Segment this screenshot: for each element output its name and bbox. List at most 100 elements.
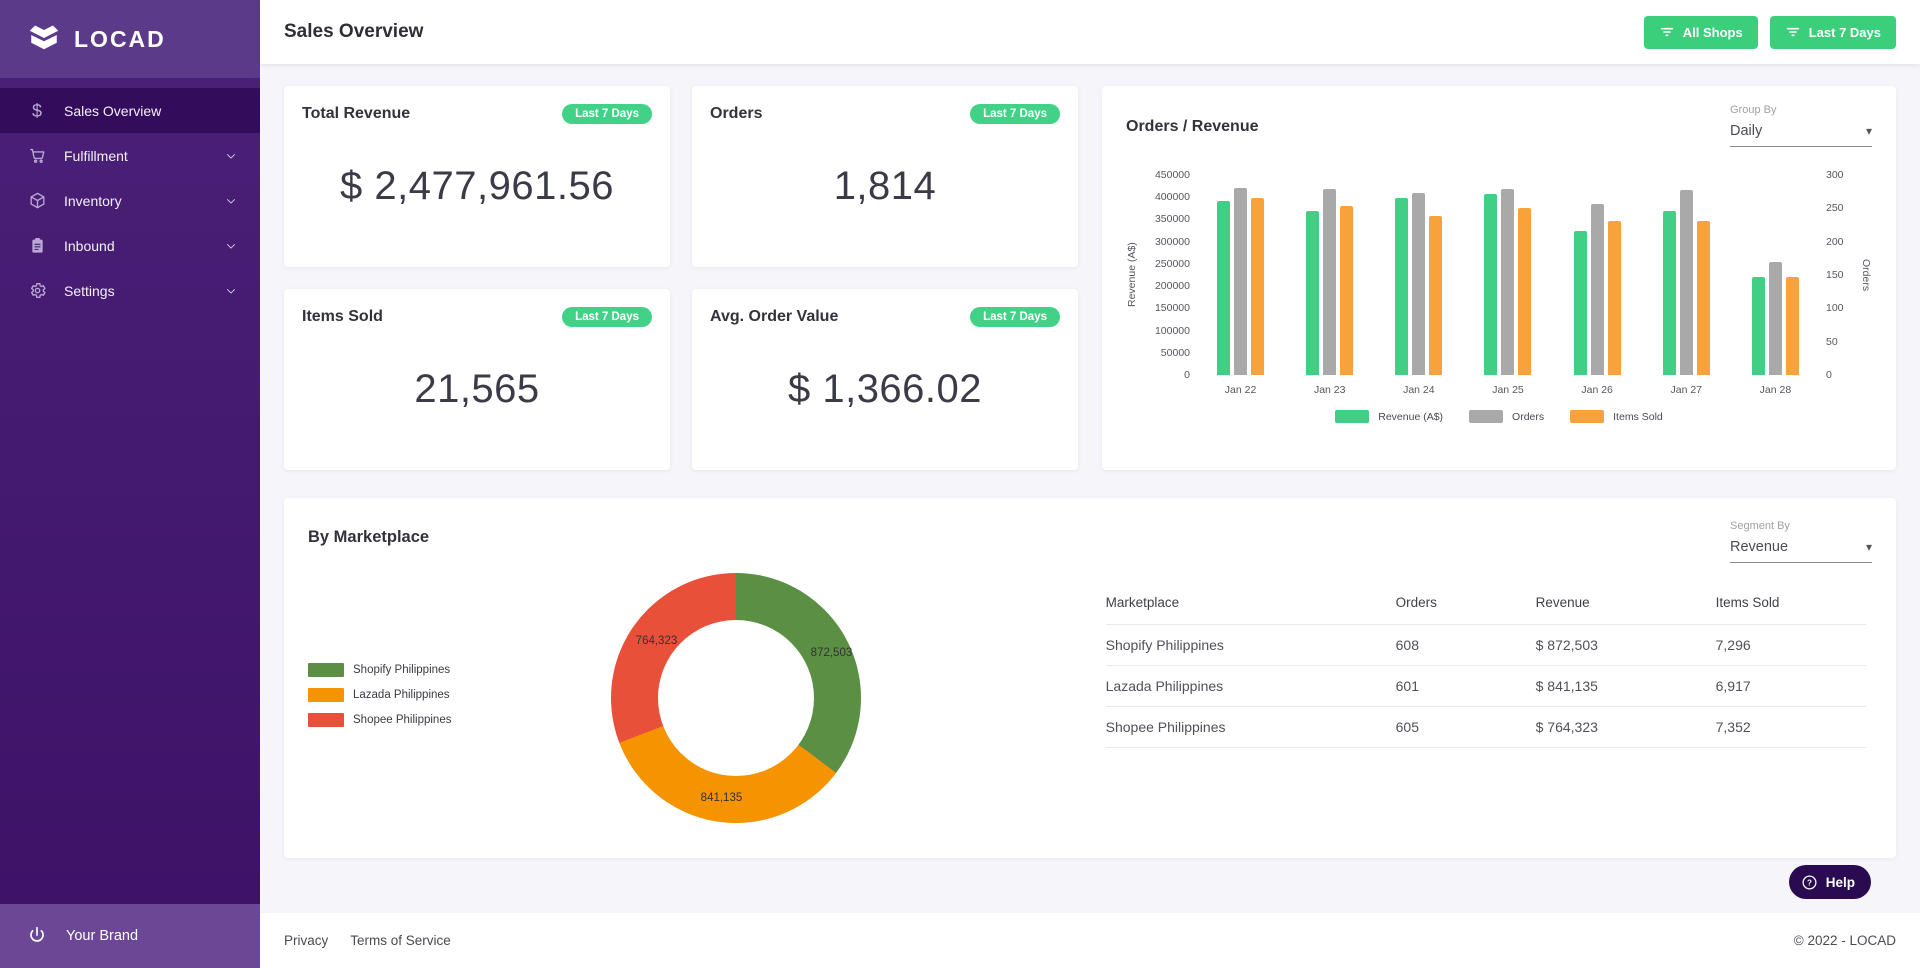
bar-group-jan-27: Jan 27 <box>1662 175 1710 396</box>
caret-down-icon: ▾ <box>1865 540 1872 554</box>
kpi-title: Orders <box>710 105 763 122</box>
legend-label: Shopify Philippines <box>353 664 451 676</box>
y-axis-left-label: Revenue (A$) <box>1126 242 1138 308</box>
segment-by-select[interactable]: Revenue ▾ <box>1730 539 1872 563</box>
chart-bar-items-sold-jan-24 <box>1429 215 1443 375</box>
segment-by-value: Revenue <box>1730 539 1789 555</box>
privacy-link[interactable]: Privacy <box>284 933 329 948</box>
sidebar-item-fulfillment[interactable]: Fulfillment <box>0 133 260 178</box>
svg-text:?: ? <box>1807 878 1812 887</box>
chevron-down-icon <box>224 284 238 298</box>
your-brand-label: Your Brand <box>66 928 139 944</box>
table-cell: 7,352 <box>1715 719 1751 735</box>
kpi-value: $ 2,477,961.56 <box>340 164 614 208</box>
group-by-select[interactable]: Daily ▾ <box>1730 123 1872 147</box>
legend-item-lazada-philippines[interactable]: Lazada Philippines <box>308 688 451 702</box>
table-cell: 7,296 <box>1715 637 1751 653</box>
donut-chart: 872,503 841,135 764,323 <box>611 573 862 823</box>
legend-item-orders[interactable]: Orders <box>1469 410 1544 423</box>
y-axis-right-ticks: 300 250 200 150 100 50 0 <box>1826 169 1844 381</box>
kpi-value: $ 1,366.02 <box>787 367 983 411</box>
bar-group-jan-25: Jan 25 <box>1484 175 1532 396</box>
table-header-cell: Revenue <box>1535 595 1590 610</box>
help-label: Help <box>1825 874 1855 890</box>
legend-item-shopee-philippines[interactable]: Shopee Philippines <box>308 713 451 727</box>
bar-group-jan-28: Jan 28 <box>1751 175 1799 396</box>
x-axis-label: Jan 24 <box>1403 384 1435 396</box>
bar-chart-legend: Revenue (A$) Orders Items Sold <box>1126 410 1872 423</box>
table-cell: $ 841,135 <box>1535 678 1598 694</box>
sidebar-item-label: Inbound <box>64 237 115 254</box>
chevron-down-icon <box>224 149 238 163</box>
sidebar-item-inbound[interactable]: Inbound <box>0 223 260 268</box>
question-circle-icon: ? <box>1802 874 1817 890</box>
segment-by-block: Segment By Revenue ▾ <box>1730 520 1872 563</box>
main-area: Sales Overview All Shops Last 7 Days <box>260 0 1920 968</box>
legend-swatch <box>308 663 344 677</box>
bar-plot: Jan 22 Jan 23 Jan 24 Jan 25 Jan 26 Jan 2… <box>1190 175 1826 396</box>
legend-label: Orders <box>1512 410 1545 423</box>
your-brand-button[interactable]: Your Brand <box>0 904 260 968</box>
chart-bar-orders-jan-28 <box>1768 262 1782 375</box>
cube-icon <box>26 191 48 210</box>
group-by-block: Group By Daily ▾ <box>1730 104 1872 147</box>
table-cell: 605 <box>1395 719 1419 735</box>
chart-bar-items-sold-jan-26 <box>1607 220 1621 375</box>
sidebar-item-sales-overview[interactable]: $ Sales Overview <box>0 88 260 133</box>
donut-value-label: 872,503 <box>810 647 853 659</box>
legend-item-shopify-philippines[interactable]: Shopify Philippines <box>308 663 451 677</box>
x-axis-label: Jan 26 <box>1581 384 1613 396</box>
kpi-card-total-revenue: Total Revenue Last 7 Days $ 2,477,961.56 <box>284 86 670 267</box>
donut-ring[interactable] <box>611 573 862 823</box>
legend-item-items-sold[interactable]: Items Sold <box>1570 410 1663 423</box>
chart-bar-revenue-a-jan-23 <box>1306 211 1320 375</box>
top-bar: Sales Overview All Shops Last 7 Days <box>260 0 1920 64</box>
orders-revenue-chart: Revenue (A$) 450000 400000 350000 300000 250… <box>1126 169 1872 396</box>
sidebar-item-settings[interactable]: Settings <box>0 268 260 313</box>
chart-bar-orders-jan-24 <box>1412 193 1426 375</box>
donut-area: Shopify Philippines Lazada Philippines S… <box>308 567 1106 823</box>
content: Total Revenue Last 7 Days $ 2,477,961.56… <box>260 64 1920 913</box>
kpi-card-items-sold: Items Sold Last 7 Days 21,565 <box>284 289 670 470</box>
last-7-days-filter-button[interactable]: Last 7 Days <box>1769 15 1896 49</box>
legend-swatch <box>1570 410 1605 423</box>
y-axis-left-ticks: 450000 400000 350000 300000 250000 200000 1500… <box>1154 169 1190 381</box>
y-axis-right-label: Orders <box>1860 258 1872 292</box>
kpi-title: Avg. Order Value <box>710 308 839 325</box>
kpi-title: Total Revenue <box>302 105 411 122</box>
kpi-period-badge: Last 7 Days <box>562 307 652 327</box>
dollar-icon: $ <box>31 100 42 121</box>
legend-label: Items Sold <box>1613 410 1663 423</box>
chart-bar-items-sold-jan-22 <box>1251 198 1265 375</box>
group-by-label: Group By <box>1730 104 1777 116</box>
by-marketplace-title: By Marketplace <box>308 528 430 546</box>
bar-group-jan-26: Jan 26 <box>1573 175 1621 396</box>
table-header-row: Marketplace Orders Revenue Items Sold <box>1105 581 1866 625</box>
kpi-period-badge: Last 7 Days <box>970 307 1060 327</box>
by-marketplace-card: By Marketplace Segment By Revenue ▾ Shop… <box>284 498 1896 858</box>
kpi-card-orders: Orders Last 7 Days 1,814 <box>692 86 1078 267</box>
all-shops-label: All Shops <box>1682 24 1743 40</box>
sidebar-item-inventory[interactable]: Inventory <box>0 178 260 223</box>
table-cell: 608 <box>1395 637 1419 653</box>
sidebar-item-label: Sales Overview <box>64 102 162 119</box>
chart-bar-items-sold-jan-27 <box>1696 220 1710 375</box>
table-cell: 601 <box>1395 678 1419 694</box>
all-shops-filter-button[interactable]: All Shops <box>1643 15 1758 49</box>
bar-group-jan-23: Jan 23 <box>1306 175 1354 396</box>
table-header-cell: Orders <box>1395 595 1437 610</box>
terms-link[interactable]: Terms of Service <box>350 933 451 948</box>
table-cell: $ 872,503 <box>1535 637 1598 653</box>
power-icon <box>30 926 44 942</box>
legend-item-revenue-a[interactable]: Revenue (A$) <box>1335 410 1443 423</box>
kpi-period-badge: Last 7 Days <box>970 104 1060 124</box>
chart-bar-orders-jan-23 <box>1323 189 1337 375</box>
donut-legend: Shopify Philippines Lazada Philippines S… <box>308 663 451 727</box>
legend-swatch <box>308 688 344 702</box>
help-button[interactable]: ? Help <box>1788 865 1871 899</box>
last-7-days-label: Last 7 Days <box>1808 24 1881 40</box>
x-axis-label: Jan 27 <box>1670 384 1703 396</box>
x-axis-label: Jan 28 <box>1759 384 1792 396</box>
gear-icon <box>26 281 48 300</box>
table-row: Lazada Philippines 601 $ 841,135 6,917 <box>1105 666 1866 707</box>
